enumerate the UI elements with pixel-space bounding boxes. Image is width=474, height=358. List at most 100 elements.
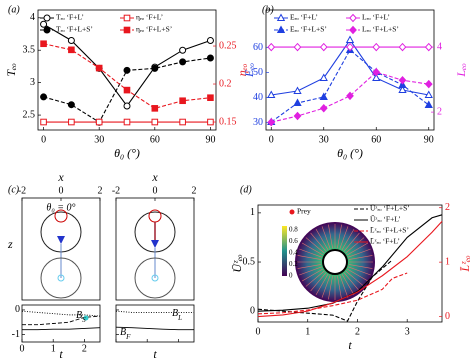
colorbar-tick-label: 0.4 <box>289 249 298 257</box>
marker <box>424 79 433 89</box>
inset-ray <box>343 272 360 292</box>
series-line <box>257 220 443 318</box>
inset-ray <box>348 248 371 258</box>
colorbar-tick-label: 0.6 <box>289 237 298 245</box>
marker <box>151 64 159 72</box>
x-tick-label: -2 <box>112 185 120 196</box>
marker <box>319 103 328 113</box>
subplot-frame <box>115 304 195 343</box>
marker <box>40 93 48 101</box>
inset-ray <box>348 255 373 260</box>
inset-ray <box>305 270 325 287</box>
annotation: BS <box>76 310 86 323</box>
inset-ray <box>337 275 342 300</box>
inset-ray <box>297 255 322 260</box>
y-tick-label: 0.5 <box>243 256 256 267</box>
y-axis-label: z <box>7 237 13 251</box>
y-axis-label: Ūᶻₑₒ <box>230 254 244 273</box>
inset-ray <box>299 266 322 276</box>
annotation-sub: S <box>82 316 86 324</box>
marker <box>206 36 214 44</box>
x-axis-label: x <box>151 170 158 184</box>
marker <box>67 101 75 109</box>
marker <box>372 73 381 81</box>
marker <box>398 80 407 88</box>
inset-ray <box>348 264 373 269</box>
y-tick-label: 60 <box>253 42 263 53</box>
plot-frame <box>265 9 435 131</box>
inset-ray <box>345 237 365 254</box>
x-tick-label: 30 <box>94 134 104 145</box>
inset-ray <box>310 272 327 292</box>
marker <box>293 86 302 94</box>
marker <box>123 66 131 74</box>
x-tick-label: 2 <box>355 326 360 337</box>
subplot-frame <box>21 304 101 343</box>
annotation: BF <box>120 327 131 340</box>
marker <box>349 25 357 35</box>
y2-axis-label: Lₑₒ <box>454 63 468 78</box>
marker <box>43 26 51 34</box>
marker <box>179 97 186 105</box>
marker <box>123 26 131 34</box>
legend-label: L̄ᶻₑₒ ‘F+L+S’ <box>370 226 409 235</box>
x-tick-label: 1 <box>305 326 310 337</box>
swimmer-schematic <box>40 209 176 299</box>
legend-label: Prey <box>297 207 311 216</box>
marker <box>398 76 407 85</box>
inset-ray <box>339 275 349 298</box>
colorbar-tick-label: 0.8 <box>289 226 298 234</box>
marker <box>424 90 433 98</box>
marker <box>123 118 131 126</box>
legend-label: Ūᶻₑₒ ‘F+L’ <box>370 215 401 224</box>
y-tick-label: 50 <box>253 67 263 78</box>
marker <box>372 67 381 77</box>
plot-frame <box>257 204 443 323</box>
marker <box>319 73 328 81</box>
marker <box>95 118 103 126</box>
inset-ray <box>343 232 360 252</box>
legend-label: Eₑₒ ‘F+L+S’ <box>290 25 327 34</box>
t-axis-label: t <box>59 347 63 358</box>
legend-label: L̄ᶻₑₒ ‘F+L’ <box>370 237 400 246</box>
t-tick-label: 1 <box>51 343 56 354</box>
y2-tick-label: 1 <box>445 256 450 267</box>
legend-label: Tₑₒ ‘F+L’ <box>56 13 84 22</box>
y-axis-label: Tₑₒ <box>4 63 18 77</box>
marker <box>207 118 214 126</box>
bs-marker <box>83 315 89 321</box>
y-tick-label: 1 <box>250 207 255 218</box>
y-tick-label: 3.5 <box>23 45 36 56</box>
annotation: BL <box>172 308 182 321</box>
marker <box>123 14 131 22</box>
x-tick-label: 2 <box>98 185 103 196</box>
annotation-main: B <box>120 327 126 338</box>
inset-ray <box>346 268 369 282</box>
marker <box>398 42 407 52</box>
marker <box>123 86 131 94</box>
marker <box>123 102 131 110</box>
legend-label: ηₑₒ ‘F+L’ <box>136 13 163 22</box>
y-tick-label: 0 <box>15 304 20 315</box>
marker <box>207 94 214 102</box>
inset-ray <box>328 224 333 249</box>
x-tick-label: 0 <box>41 134 46 145</box>
annotation-sub: L <box>177 314 182 322</box>
panel-label: (b) <box>262 4 274 15</box>
x-tick-label: 0 <box>153 185 158 196</box>
marker <box>43 14 51 22</box>
colorbar-tick-label: 0 <box>289 272 293 280</box>
inset-ray <box>341 228 355 251</box>
marker <box>424 100 433 108</box>
subplot-line <box>21 310 101 317</box>
marker <box>349 13 357 23</box>
legend-dot <box>289 209 295 215</box>
x-axis-label: x <box>57 170 64 184</box>
marker <box>293 42 302 52</box>
x-tick-label: 30 <box>319 134 329 145</box>
annotation-sub: F <box>125 333 131 341</box>
x-axis-label: t <box>348 338 352 352</box>
inset-ray <box>345 270 365 287</box>
inset-ray <box>315 228 329 251</box>
